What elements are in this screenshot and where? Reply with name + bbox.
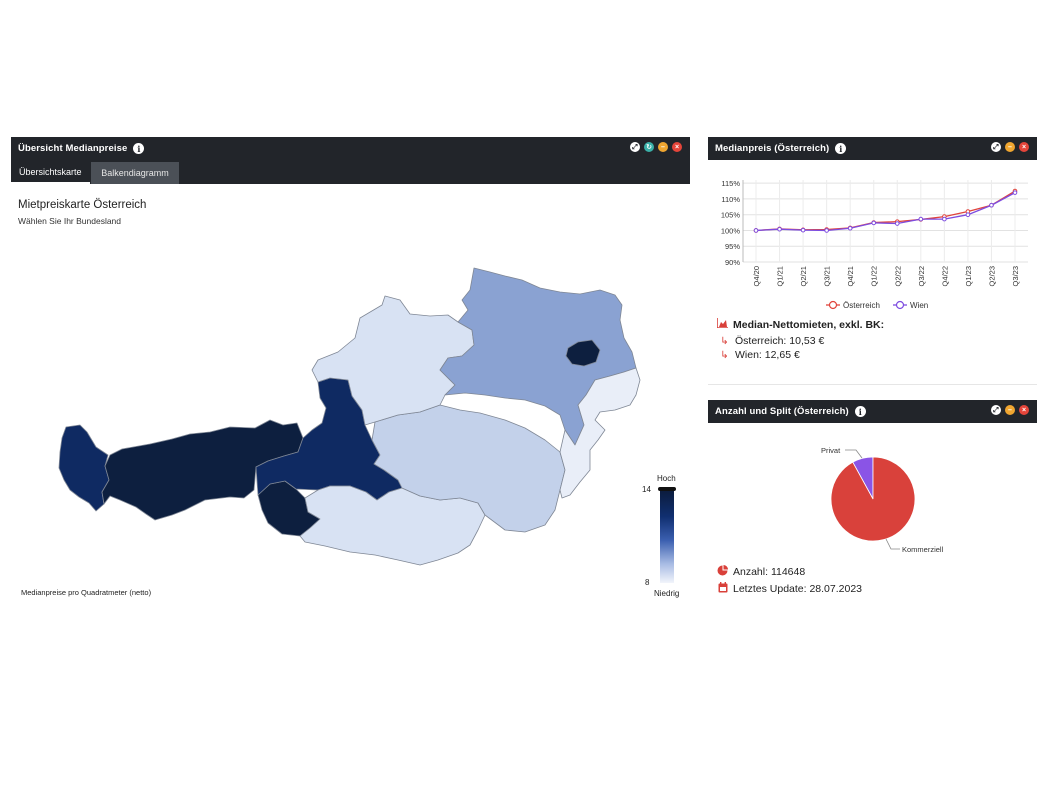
y-tick-label: 100% (721, 226, 741, 235)
region-burgenland[interactable] (559, 367, 641, 499)
map-caption: Medianpreise pro Quadratmeter (netto) (21, 588, 152, 597)
data-point (942, 216, 947, 222)
legend-gradient (660, 488, 674, 583)
tab-bar: Übersichtskarte Balkendiagramm (11, 160, 690, 184)
window-controls: ⤢ – × (991, 142, 1029, 152)
x-tick-label: Q1/22 (870, 266, 879, 286)
close-icon[interactable]: × (1019, 405, 1029, 415)
region-steiermark[interactable] (371, 404, 566, 533)
data-point (989, 202, 994, 208)
y-tick-label: 105% (721, 211, 741, 220)
legend-low-label: Niedrig (654, 589, 680, 598)
region-kaernten[interactable] (299, 485, 486, 566)
stats-heading-text: Median-Nettomieten, exkl. BK: (733, 318, 885, 331)
window-controls: ⤢ – × (991, 405, 1029, 415)
data-point (824, 228, 829, 233)
main-panel-header: Übersicht Medianpreise i ⤢ ↻ – × (11, 137, 690, 160)
x-tick-label: Q4/21 (846, 266, 855, 286)
austria-map (58, 267, 641, 566)
pie-chart-icon (717, 565, 728, 579)
data-point (871, 220, 877, 226)
info-icon[interactable]: i (835, 143, 847, 154)
arrow-turn-icon: ↳ (720, 349, 729, 361)
stat-austria-text: Österreich: 10,53 € (735, 335, 825, 347)
leader-line (885, 538, 900, 550)
close-icon[interactable]: × (672, 142, 682, 152)
info-icon[interactable]: i (133, 143, 145, 154)
stat-austria: ↳ Österreich: 10,53 € (719, 335, 824, 347)
x-tick-label: Q4/20 (752, 266, 761, 286)
y-tick-label: 110% (721, 195, 740, 204)
data-point (918, 216, 924, 222)
stat-count: Anzahl: 114648 (717, 565, 805, 579)
legend-marker (828, 300, 838, 310)
x-tick-label: Q1/21 (776, 266, 785, 286)
y-tick-label: 95% (725, 242, 740, 251)
expand-icon[interactable]: ⤢ (991, 405, 1001, 415)
line-panel-header: Medianpreis (Österreich) i ⤢ – × (708, 137, 1037, 160)
data-point (753, 228, 759, 233)
tab-uebersichtskarte[interactable]: Übersichtskarte (11, 162, 90, 184)
x-tick-label: Q2/21 (799, 266, 808, 286)
x-tick-label: Q3/23 (1011, 266, 1020, 286)
pie-slice (830, 456, 916, 542)
panel-divider (708, 384, 1037, 385)
x-tick-label: Q1/23 (964, 266, 973, 286)
data-point (1012, 190, 1018, 195)
map-title: Mietpreiskarte Österreich (18, 199, 147, 211)
data-point (965, 212, 971, 217)
stat-count-text: Anzahl: 114648 (733, 566, 806, 578)
legend-min-value: 8 (645, 578, 650, 587)
minimize-icon[interactable]: – (658, 142, 668, 152)
close-icon[interactable]: × (1019, 142, 1029, 152)
stat-update-text: Letztes Update: 28.07.2023 (733, 583, 863, 595)
map-subtitle: Wählen Sie Ihr Bundesland (18, 216, 122, 226)
pie-panel-title: Anzahl und Split (Österreich) (715, 406, 849, 417)
pie-label: Privat (821, 446, 841, 455)
y-tick-label: 115% (721, 179, 740, 188)
line-panel-title: Medianpreis (Österreich) (715, 143, 830, 154)
legend-label: Wien (910, 301, 928, 310)
x-tick-label: Q2/22 (893, 266, 902, 286)
legend-max-value: 14 (642, 485, 651, 494)
main-panel-title: Übersicht Medianpreise (18, 143, 128, 154)
stat-vienna-text: Wien: 12,65 € (735, 349, 800, 361)
data-point (800, 227, 806, 233)
data-point (777, 226, 782, 232)
tab-balkendiagramm[interactable]: Balkendiagramm (91, 162, 179, 184)
pie-label: Kommerziell (902, 545, 944, 554)
minimize-icon[interactable]: – (1005, 405, 1015, 415)
calendar-icon (717, 582, 728, 596)
region-vorarlberg[interactable] (58, 424, 110, 512)
y-tick-label: 90% (725, 258, 740, 267)
x-tick-label: Q3/21 (823, 266, 832, 286)
stat-update: Letztes Update: 28.07.2023 (717, 582, 862, 596)
leader-line (845, 449, 863, 459)
info-icon[interactable]: i (854, 406, 866, 417)
region-wien[interactable] (565, 339, 601, 367)
expand-icon[interactable]: ⤢ (630, 142, 640, 152)
legend-high-label: Hoch (657, 474, 676, 483)
pie-chart: Privat Kommerziell (821, 446, 944, 554)
x-tick-label: Q4/22 (940, 266, 949, 286)
arrow-turn-icon: ↳ (720, 335, 729, 347)
series-line (755, 192, 1016, 232)
legend-label: Österreich (843, 301, 880, 310)
expand-icon[interactable]: ⤢ (991, 142, 1001, 152)
pie-panel-header: Anzahl und Split (Österreich) i ⤢ – × (708, 400, 1037, 423)
legend-slider-handle[interactable] (658, 487, 676, 491)
minimize-icon[interactable]: – (1005, 142, 1015, 152)
refresh-icon[interactable]: ↻ (644, 142, 654, 152)
data-point (847, 225, 853, 231)
stat-vienna: ↳ Wien: 12,65 € (719, 349, 800, 361)
data-point (894, 221, 900, 226)
legend-marker (895, 300, 905, 310)
window-controls: ⤢ ↻ – × (630, 142, 682, 152)
x-tick-label: Q2/23 (987, 266, 996, 286)
x-tick-label: Q3/22 (917, 266, 926, 286)
stats-heading: Median-Nettomieten, exkl. BK: (716, 318, 885, 331)
area-chart-icon (716, 318, 728, 331)
line-chart: 90% 95% 100% 105% 110% 115% Q4/20 Q1/21 Q2/21 Q3/… (721, 179, 1028, 310)
